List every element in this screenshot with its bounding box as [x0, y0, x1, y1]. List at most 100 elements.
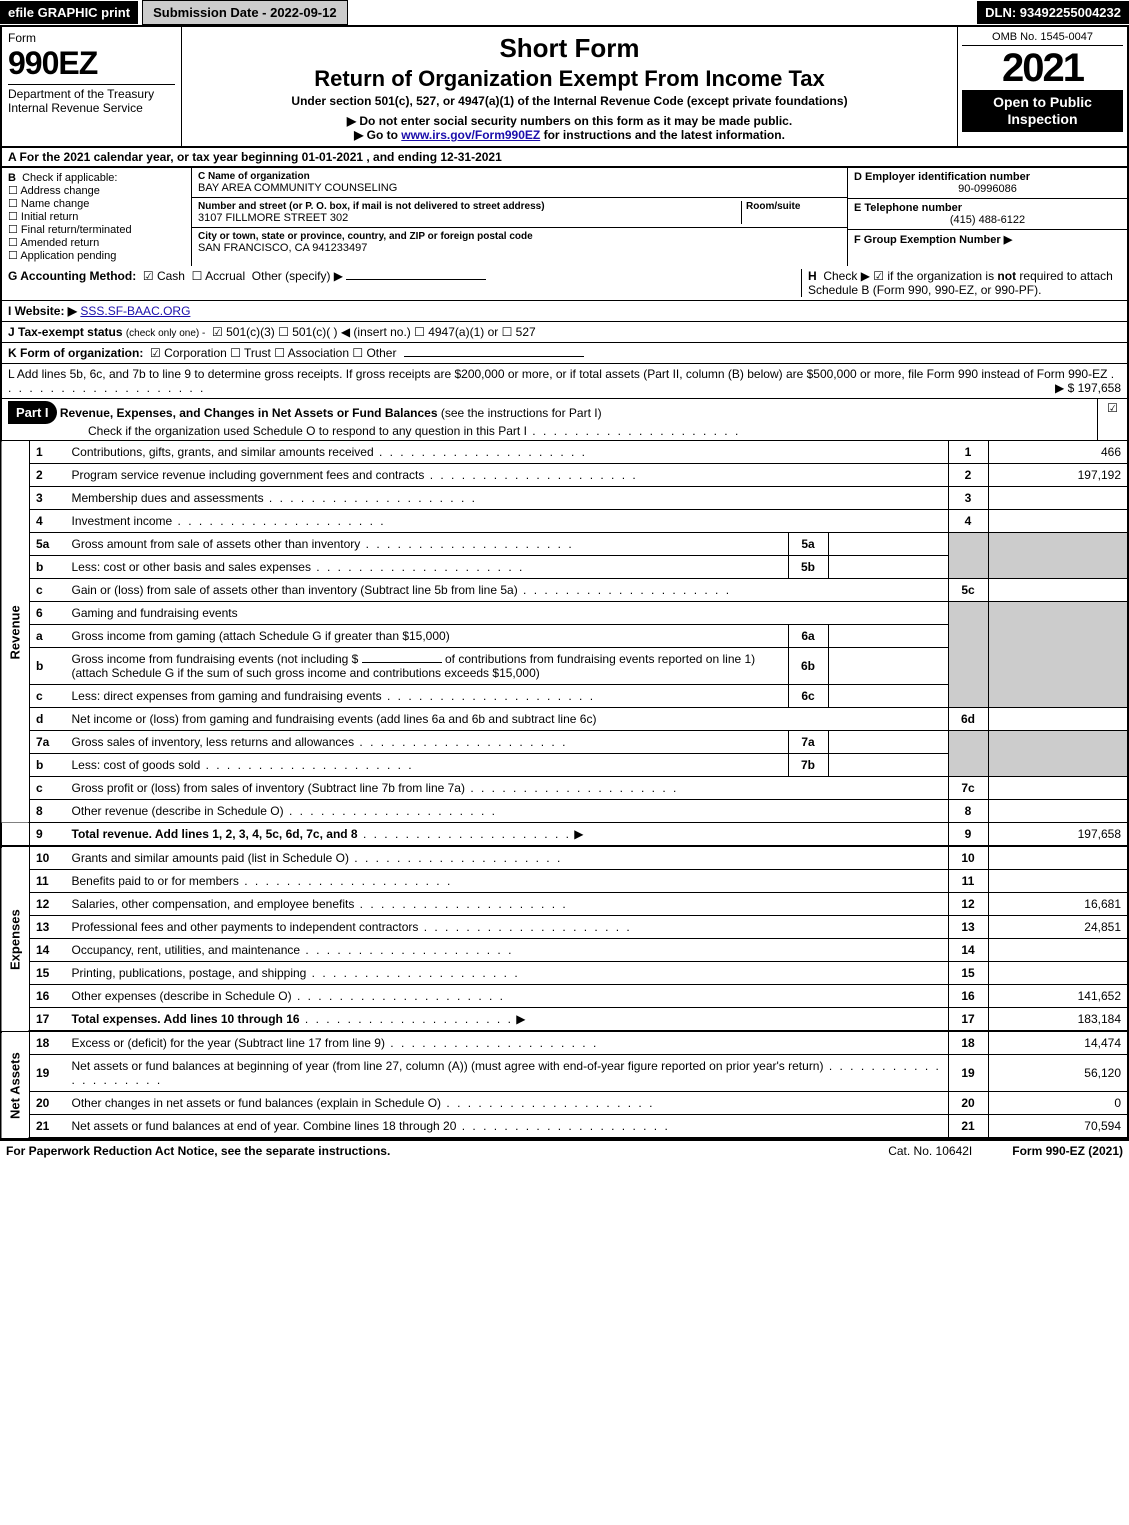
ln-7b-desc: Less: cost of goods sold — [72, 758, 201, 772]
form-title-box: Short Form Return of Organization Exempt… — [182, 27, 957, 146]
ln-11-val — [988, 870, 1128, 893]
ck-accrual[interactable]: Accrual — [192, 269, 245, 283]
ln-6-no: 6 — [30, 602, 66, 625]
dln-number: DLN: 93492255004232 — [977, 1, 1129, 24]
ln-13-val: 24,851 — [988, 916, 1128, 939]
ln-4-no: 4 — [30, 510, 66, 533]
dept-treasury: Department of the Treasury — [8, 87, 175, 101]
ln-17-no: 17 — [30, 1008, 66, 1032]
ln-7ab-rval — [988, 731, 1128, 777]
form-word: Form — [8, 31, 175, 45]
ln-21-no: 21 — [30, 1115, 66, 1139]
ln-3-no: 3 — [30, 487, 66, 510]
ln-5b-mno: 5b — [788, 556, 828, 579]
ln-6a-no: a — [30, 625, 66, 648]
irs-label: Internal Revenue Service — [8, 101, 175, 115]
c-name-label: C Name of organization — [198, 171, 841, 182]
section-j: J Tax-exempt status (check only one) - 5… — [0, 322, 1129, 343]
ln-6-desc: Gaming and fundraising events — [66, 602, 949, 625]
ln-10-desc: Grants and similar amounts paid (list in… — [72, 851, 349, 865]
ln-16-val: 141,652 — [988, 985, 1128, 1008]
website-link[interactable]: SSS.SF-BAAC.ORG — [80, 304, 190, 318]
ck-cash[interactable]: Cash — [143, 269, 185, 283]
ln-16-desc: Other expenses (describe in Schedule O) — [72, 989, 292, 1003]
ln-4-val — [988, 510, 1128, 533]
ln-1-rno: 1 — [948, 441, 988, 464]
ln-20-val: 0 — [988, 1092, 1128, 1115]
revenue-table: Revenue 1 Contributions, gifts, grants, … — [0, 441, 1129, 847]
tax-year: 2021 — [962, 46, 1123, 90]
part1-title: Revenue, Expenses, and Changes in Net As… — [60, 406, 438, 420]
ln-5c-no: c — [30, 579, 66, 602]
irs-link[interactable]: www.irs.gov/Form990EZ — [401, 128, 540, 142]
efile-graphic-print-button[interactable]: efile GRAPHIC print — [0, 1, 138, 24]
ck-amended-return[interactable]: Amended return — [8, 236, 185, 249]
j-opts: 501(c)(3) ☐ 501(c)( ) ◀ (insert no.) ☐ 4… — [226, 325, 536, 339]
ck-h[interactable] — [873, 269, 887, 283]
ln-15-no: 15 — [30, 962, 66, 985]
ln-6abc-rno — [948, 602, 988, 708]
ln-21-rno: 21 — [948, 1115, 988, 1139]
ln-17-desc: Total expenses. Add lines 10 through 16 — [72, 1012, 300, 1026]
ck-initial-return[interactable]: Initial return — [8, 210, 185, 223]
ln-13-desc: Professional fees and other payments to … — [72, 920, 419, 934]
c-city-label: City or town, state or province, country… — [198, 231, 841, 242]
g-label: G Accounting Method: — [8, 269, 136, 283]
ln-18-desc: Excess or (deficit) for the year (Subtra… — [72, 1036, 385, 1050]
ln-9-val: 197,658 — [988, 823, 1128, 847]
ln-14-val — [988, 939, 1128, 962]
l-text: L Add lines 5b, 6c, and 7b to line 9 to … — [8, 367, 1107, 381]
netassets-table: Net Assets 18 Excess or (deficit) for th… — [0, 1032, 1129, 1139]
ln-5a-mno: 5a — [788, 533, 828, 556]
ln-18-val: 14,474 — [988, 1032, 1128, 1055]
ck-corporation[interactable] — [150, 346, 164, 360]
ln-6d-rno: 6d — [948, 708, 988, 731]
ln-6d-desc: Net income or (loss) from gaming and fun… — [66, 708, 949, 731]
goto-line: ▶ Go to www.irs.gov/Form990EZ for instru… — [190, 128, 949, 142]
org-city: SAN FRANCISCO, CA 941233497 — [198, 242, 841, 254]
ln-18-rno: 18 — [948, 1032, 988, 1055]
k-label: K Form of organization: — [8, 346, 143, 360]
ln-21-val: 70,594 — [988, 1115, 1128, 1139]
form-right-box: OMB No. 1545-0047 2021 Open to Public In… — [957, 27, 1127, 146]
section-b: B Check if applicable: Address change Na… — [2, 168, 192, 266]
ln-14-rno: 14 — [948, 939, 988, 962]
ck-application-pending[interactable]: Application pending — [8, 249, 185, 262]
part1-checkbox[interactable] — [1097, 399, 1127, 440]
ln-6b-mno: 6b — [788, 648, 828, 685]
ln-14-no: 14 — [30, 939, 66, 962]
h-label: H — [808, 269, 817, 283]
expenses-side-label: Expenses — [1, 847, 30, 1031]
ln-10-rno: 10 — [948, 847, 988, 870]
ln-18-no: 18 — [30, 1032, 66, 1055]
ln-7a-desc: Gross sales of inventory, less returns a… — [72, 735, 355, 749]
ln-20-no: 20 — [30, 1092, 66, 1115]
ck-address-change[interactable]: Address change — [8, 184, 185, 197]
ln-15-val — [988, 962, 1128, 985]
ln-6c-mval — [828, 685, 948, 708]
expenses-table: Expenses 10 Grants and similar amounts p… — [0, 847, 1129, 1032]
ln-13-rno: 13 — [948, 916, 988, 939]
sections-def: D Employer identification number 90-0996… — [847, 168, 1127, 266]
ln-5b-mval — [828, 556, 948, 579]
form-ref-pre: Form — [1012, 1144, 1045, 1158]
ln-5ab-rval — [988, 533, 1128, 579]
ln-15-desc: Printing, publications, postage, and shi… — [72, 966, 307, 980]
ln-2-val: 197,192 — [988, 464, 1128, 487]
ln-12-no: 12 — [30, 893, 66, 916]
ln-20-desc: Other changes in net assets or fund bala… — [72, 1096, 442, 1110]
ln-7b-no: b — [30, 754, 66, 777]
ln-19-no: 19 — [30, 1055, 66, 1092]
page-footer: For Paperwork Reduction Act Notice, see … — [0, 1139, 1129, 1161]
part1-check-text: Check if the organization used Schedule … — [8, 424, 527, 438]
ln-10-val — [988, 847, 1128, 870]
netassets-side-label: Net Assets — [1, 1032, 30, 1138]
main-title: Return of Organization Exempt From Incom… — [190, 66, 949, 92]
ln-8-rno: 8 — [948, 800, 988, 823]
ck-final-return[interactable]: Final return/terminated — [8, 223, 185, 236]
ck-name-change[interactable]: Name change — [8, 197, 185, 210]
ln-6a-mno: 6a — [788, 625, 828, 648]
room-label: Room/suite — [746, 201, 841, 212]
ck-501c3[interactable] — [212, 325, 226, 339]
h-text2: if the organization is — [887, 269, 997, 283]
